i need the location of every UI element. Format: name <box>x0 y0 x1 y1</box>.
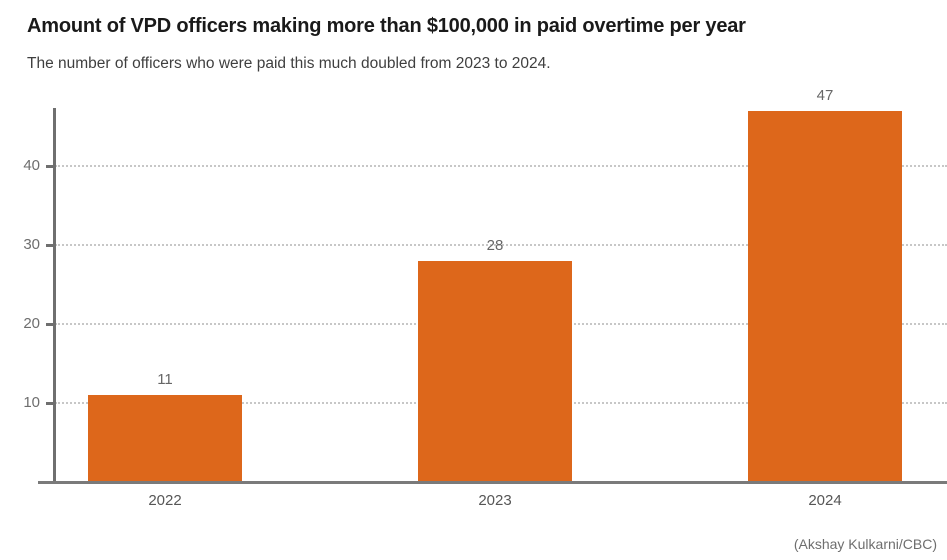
bar-2022 <box>88 395 242 482</box>
x-axis-label-2023: 2023 <box>478 492 512 509</box>
x-axis-label-2022: 2022 <box>148 492 182 509</box>
y-tick-label-20: 20 <box>23 315 40 332</box>
bar-value-label-2022: 11 <box>157 371 173 388</box>
x-axis-baseline <box>38 481 947 484</box>
chart-title: Amount of VPD officers making more than … <box>27 15 746 37</box>
y-axis-tick-40 <box>46 165 55 168</box>
y-tick-label-30: 30 <box>23 236 40 253</box>
gridline-40 <box>55 165 947 167</box>
bar-2023 <box>418 261 572 482</box>
y-axis-line <box>53 108 56 482</box>
bar-value-label-2024: 47 <box>816 87 834 104</box>
bar-2024 <box>748 111 902 482</box>
chart-subtitle: The number of officers who were paid thi… <box>27 55 551 72</box>
y-tick-label-10: 10 <box>23 394 40 411</box>
chart-credit: (Akshay Kulkarni/CBC) <box>793 536 937 552</box>
y-tick-label-40: 40 <box>23 157 40 174</box>
y-axis-tick-20 <box>46 323 55 326</box>
y-axis-tick-10 <box>46 402 55 405</box>
bar-value-label-2023: 28 <box>486 237 504 254</box>
gridline-30 <box>55 244 947 246</box>
x-axis-label-2024: 2024 <box>808 492 842 509</box>
y-axis-tick-30 <box>46 244 55 247</box>
